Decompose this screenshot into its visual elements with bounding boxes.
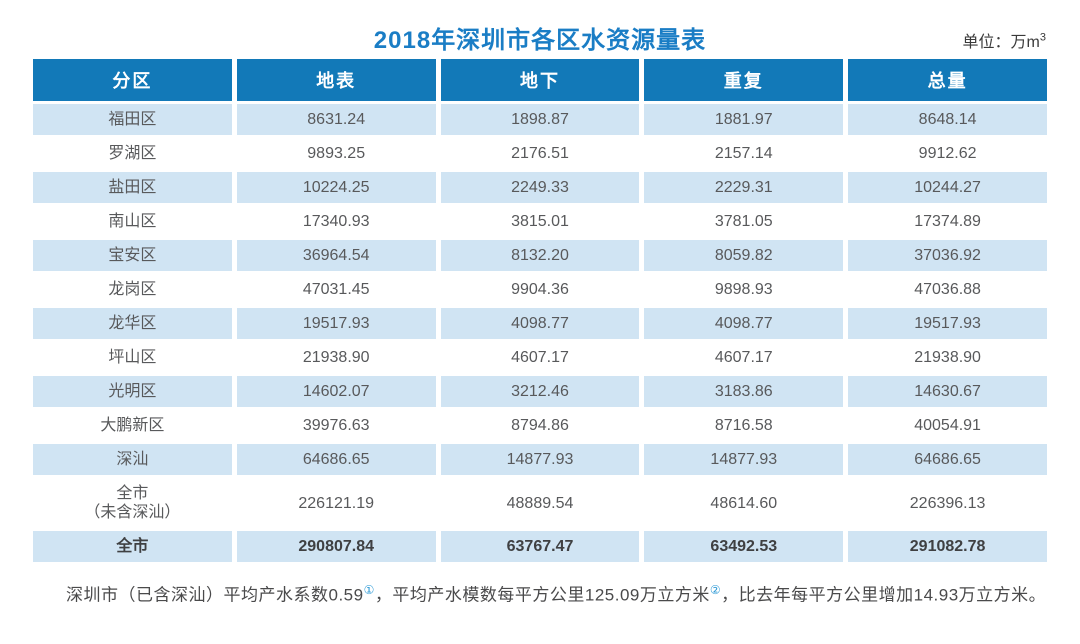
value-cell: 40054.91 <box>848 410 1047 441</box>
value-cell: 14630.67 <box>848 376 1047 407</box>
value-cell: 4098.77 <box>644 308 844 339</box>
value-cell: 17374.89 <box>848 206 1047 237</box>
table-row: 龙华区 19517.93 4098.77 4098.77 19517.93 <box>33 308 1047 339</box>
value-cell: 2157.14 <box>644 138 844 169</box>
table-row: 深汕 64686.65 14877.93 14877.93 64686.65 <box>33 444 1047 475</box>
value-cell: 8716.58 <box>644 410 844 441</box>
table-row: 光明区 14602.07 3212.46 3183.86 14630.67 <box>33 376 1047 407</box>
table-row: 全市 290807.84 63767.47 63492.53 291082.78 <box>33 531 1047 562</box>
table-row: 盐田区 10224.25 2249.33 2229.31 10244.27 <box>33 172 1047 203</box>
value-cell: 10224.25 <box>236 172 436 203</box>
value-cell: 9912.62 <box>848 138 1047 169</box>
table-row: 大鹏新区 39976.63 8794.86 8716.58 40054.91 <box>33 410 1047 441</box>
value-cell: 3781.05 <box>644 206 844 237</box>
page: 2018年深圳市各区水资源量表 单位：万m3 分区 地表 地下 重复 总量 福田… <box>28 14 1052 611</box>
value-cell: 47036.88 <box>848 274 1047 305</box>
district-cell: 福田区 <box>33 104 232 135</box>
value-cell: 8059.82 <box>644 240 844 271</box>
value-cell: 14877.93 <box>440 444 640 475</box>
value-cell: 9893.25 <box>236 138 436 169</box>
column-header-surface: 地表 <box>236 59 436 101</box>
district-cell: 坪山区 <box>33 342 232 373</box>
footnote-text-3: ，比去年每平方公里增加14.93万立方米。 <box>721 585 1047 605</box>
table-header-row: 分区 地表 地下 重复 总量 <box>33 59 1047 101</box>
table-body: 福田区 8631.24 1898.87 1881.97 8648.14 罗湖区 … <box>33 104 1047 562</box>
title-bar: 2018年深圳市各区水资源量表 单位：万m3 <box>28 14 1052 56</box>
value-cell: 21938.90 <box>236 342 436 373</box>
value-cell: 48889.54 <box>440 478 640 528</box>
value-cell: 4607.17 <box>440 342 640 373</box>
value-cell: 19517.93 <box>848 308 1047 339</box>
value-cell: 10244.27 <box>848 172 1047 203</box>
value-cell: 37036.92 <box>848 240 1047 271</box>
value-cell: 64686.65 <box>236 444 436 475</box>
value-cell: 21938.90 <box>848 342 1047 373</box>
column-header-district: 分区 <box>33 59 232 101</box>
value-cell: 291082.78 <box>848 531 1047 562</box>
value-cell: 3212.46 <box>440 376 640 407</box>
district-cell: 光明区 <box>33 376 232 407</box>
column-header-duplicate: 重复 <box>644 59 844 101</box>
column-header-total: 总量 <box>848 59 1047 101</box>
value-cell: 9898.93 <box>644 274 844 305</box>
table-row: 宝安区 36964.54 8132.20 8059.82 37036.92 <box>33 240 1047 271</box>
district-cell: 龙华区 <box>33 308 232 339</box>
value-cell: 39976.63 <box>236 410 436 441</box>
value-cell: 8648.14 <box>848 104 1047 135</box>
footnote-text-2: ，平均产水模数每平方公里125.09万立方米 <box>374 585 710 605</box>
value-cell: 1898.87 <box>440 104 640 135</box>
district-cell: 大鹏新区 <box>33 410 232 441</box>
value-cell: 2249.33 <box>440 172 640 203</box>
value-cell: 63767.47 <box>440 531 640 562</box>
district-cell: 全市 <box>33 531 232 562</box>
district-cell: 南山区 <box>33 206 232 237</box>
value-cell: 226121.19 <box>236 478 436 528</box>
value-cell: 47031.45 <box>236 274 436 305</box>
value-cell: 8631.24 <box>236 104 436 135</box>
value-cell: 8132.20 <box>440 240 640 271</box>
value-cell: 9904.36 <box>440 274 640 305</box>
table-row: 罗湖区 9893.25 2176.51 2157.14 9912.62 <box>33 138 1047 169</box>
value-cell: 64686.65 <box>848 444 1047 475</box>
unit-label: 单位：万m3 <box>963 28 1046 52</box>
value-cell: 63492.53 <box>644 531 844 562</box>
value-cell: 226396.13 <box>848 478 1047 528</box>
table-row: 福田区 8631.24 1898.87 1881.97 8648.14 <box>33 104 1047 135</box>
unit-text: 单位：万m <box>962 34 1040 51</box>
value-cell: 1881.97 <box>644 104 844 135</box>
page-title: 2018年深圳市各区水资源量表 <box>373 27 707 54</box>
value-cell: 14602.07 <box>236 376 436 407</box>
value-cell: 2176.51 <box>440 138 640 169</box>
value-cell: 48614.60 <box>644 478 844 528</box>
district-cell: 全市 （未含深汕） <box>33 478 232 528</box>
footnote: 深圳市（已含深汕）平均产水系数0.59①，平均产水模数每平方公里125.09万立… <box>32 579 1048 611</box>
table-row: 坪山区 21938.90 4607.17 4607.17 21938.90 <box>33 342 1047 373</box>
value-cell: 36964.54 <box>236 240 436 271</box>
value-cell: 4607.17 <box>644 342 844 373</box>
table-head: 分区 地表 地下 重复 总量 <box>33 59 1047 101</box>
district-cell: 罗湖区 <box>33 138 232 169</box>
table-row: 南山区 17340.93 3815.01 3781.05 17374.89 <box>33 206 1047 237</box>
value-cell: 19517.93 <box>236 308 436 339</box>
footnote-ref-2-icon: ② <box>709 583 722 597</box>
value-cell: 3815.01 <box>440 206 640 237</box>
column-header-underground: 地下 <box>440 59 640 101</box>
table-row: 全市 （未含深汕） 226121.19 48889.54 48614.60 22… <box>33 478 1047 528</box>
unit-superscript: 3 <box>1039 31 1046 44</box>
water-resources-table: 分区 地表 地下 重复 总量 福田区 8631.24 1898.87 1881.… <box>28 56 1052 565</box>
value-cell: 14877.93 <box>644 444 844 475</box>
value-cell: 290807.84 <box>236 531 436 562</box>
value-cell: 2229.31 <box>644 172 844 203</box>
district-cell: 深汕 <box>33 444 232 475</box>
footnote-text-1: 深圳市（已含深汕）平均产水系数0.59 <box>66 585 364 605</box>
value-cell: 8794.86 <box>440 410 640 441</box>
district-cell: 盐田区 <box>33 172 232 203</box>
value-cell: 3183.86 <box>644 376 844 407</box>
footnote-ref-1-icon: ① <box>363 583 375 597</box>
table-row: 龙岗区 47031.45 9904.36 9898.93 47036.88 <box>33 274 1047 305</box>
district-cell: 龙岗区 <box>33 274 232 305</box>
value-cell: 4098.77 <box>440 308 640 339</box>
value-cell: 17340.93 <box>236 206 436 237</box>
district-cell: 宝安区 <box>33 240 232 271</box>
